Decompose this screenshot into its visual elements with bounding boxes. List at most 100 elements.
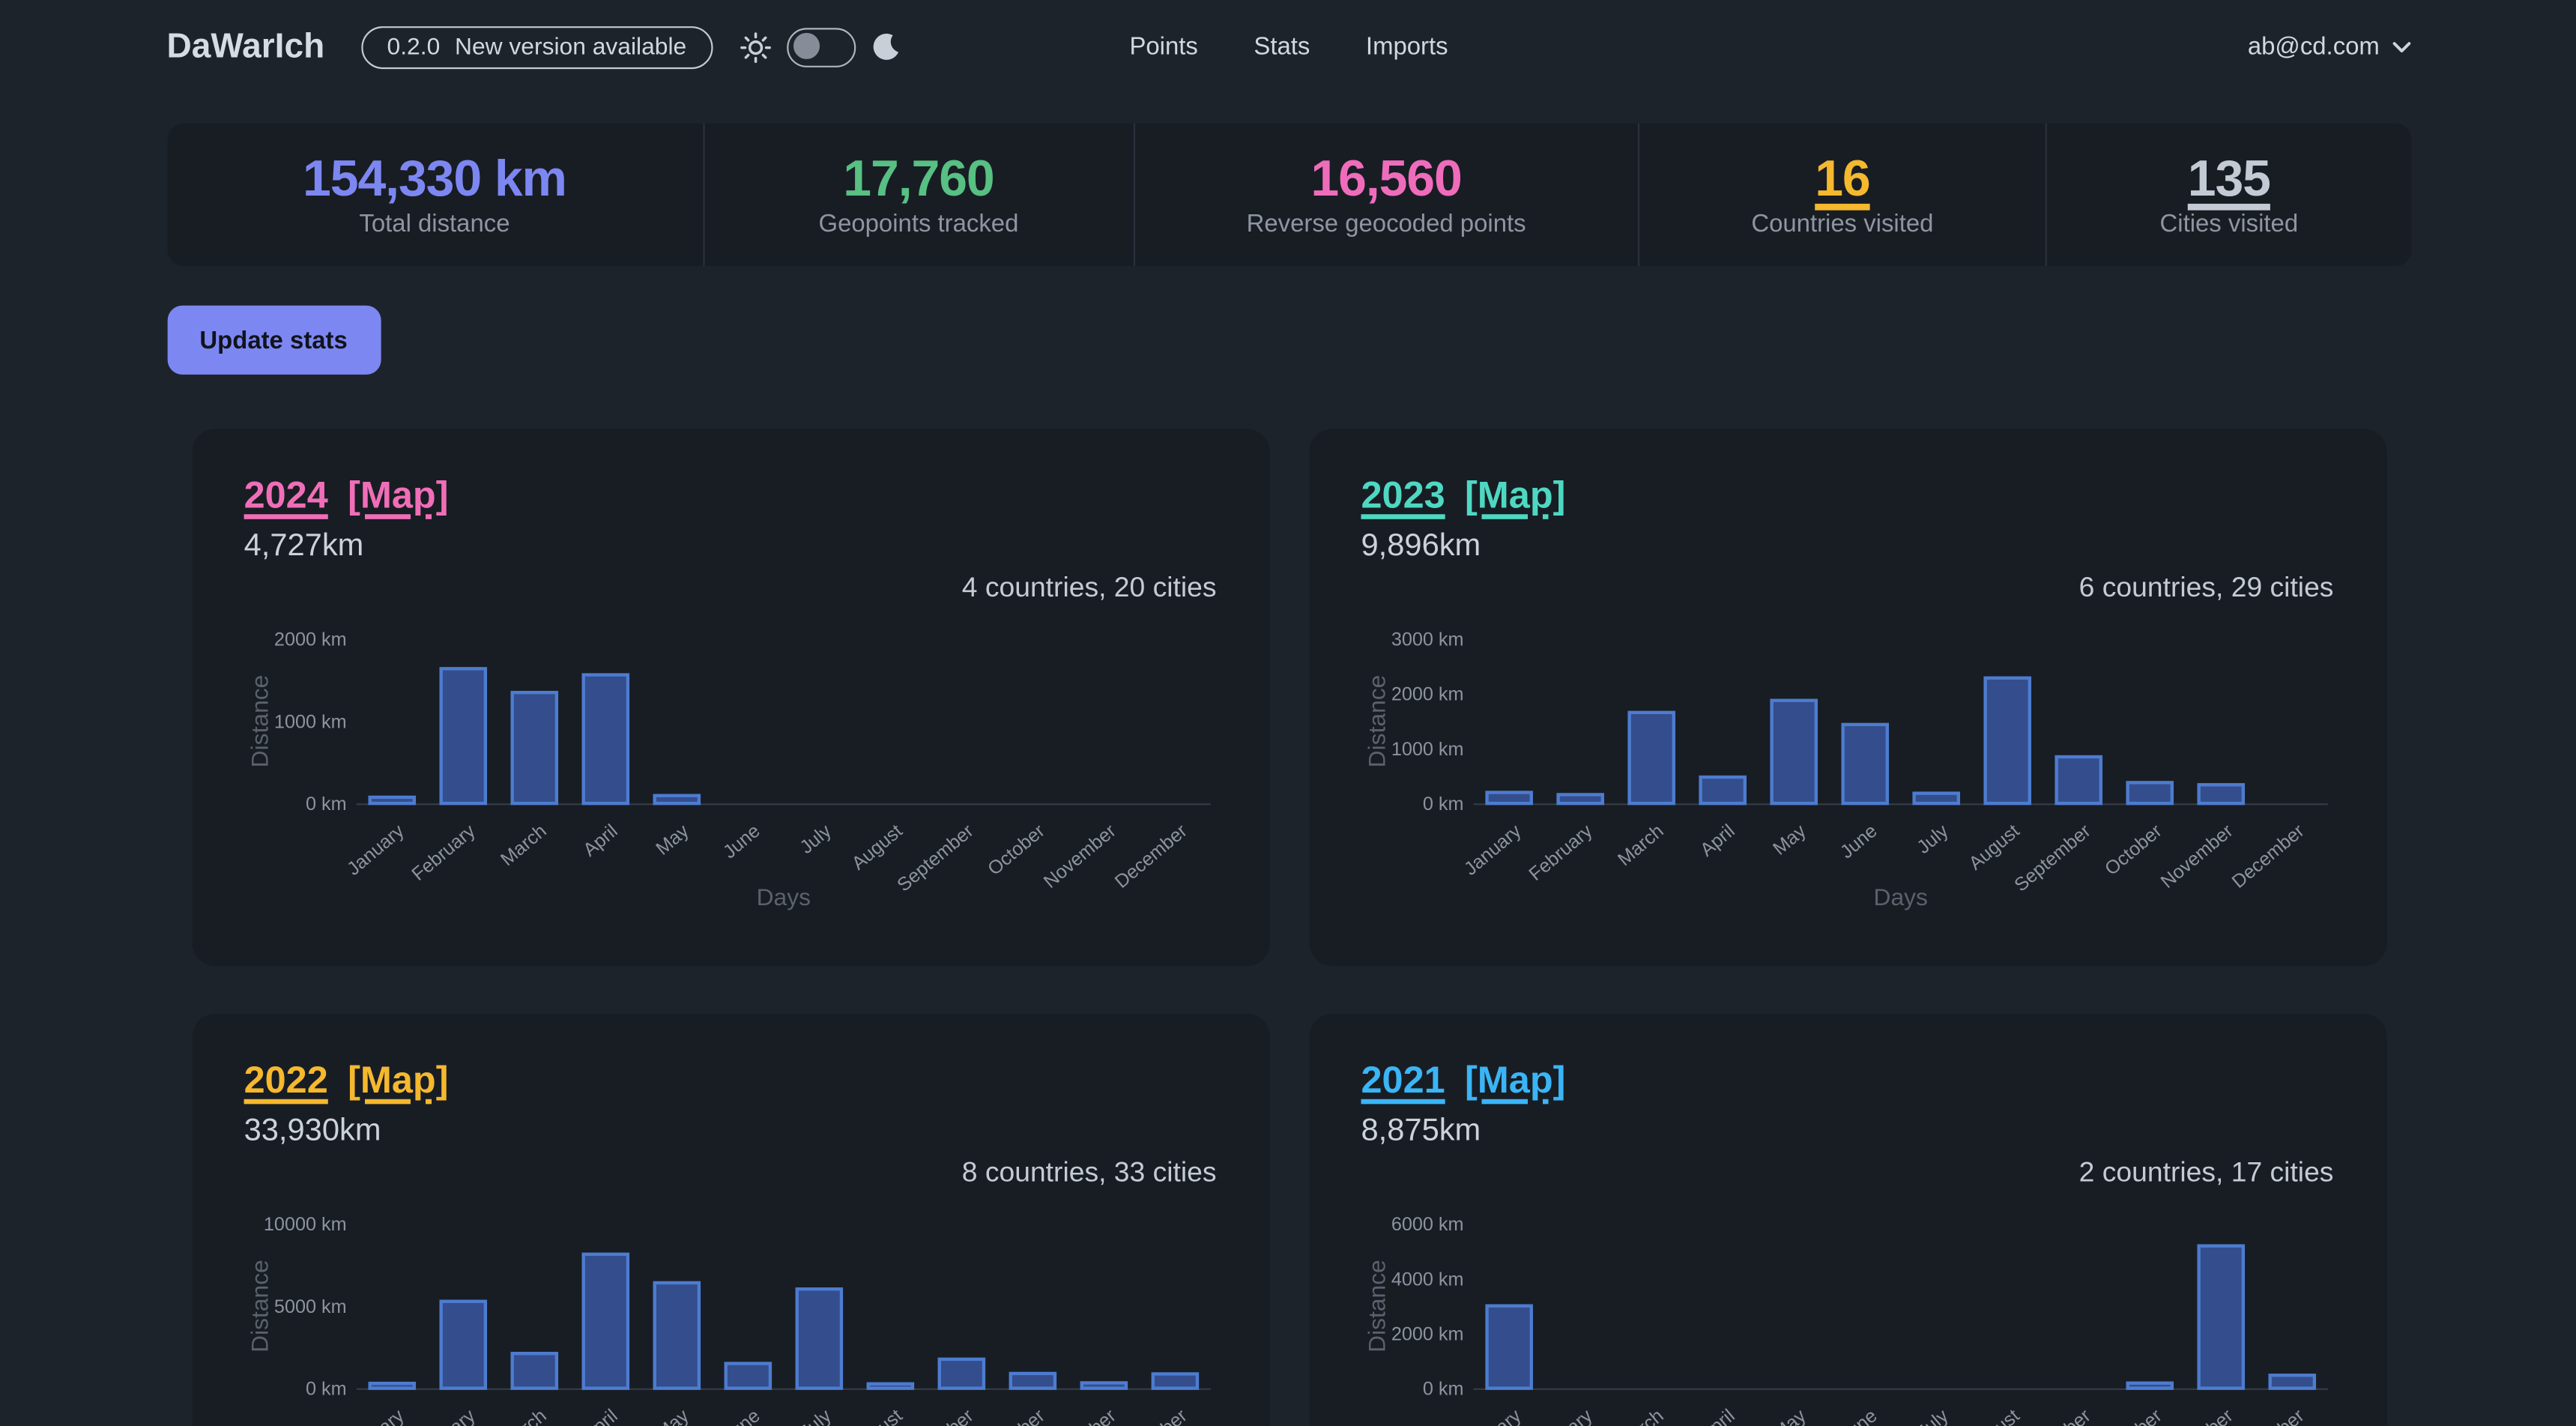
stat-geopoints-value: 17,760 bbox=[843, 148, 994, 207]
theme-controls bbox=[739, 27, 901, 67]
map-link-2021[interactable]: [Map] bbox=[1464, 1057, 1566, 1101]
year-card-2024: 2024 [Map] 4,727km 4 countries, 20 citie… bbox=[191, 429, 1269, 967]
year-summary: 8 countries, 33 cities bbox=[961, 1156, 1217, 1188]
stat-total-distance-value: 154,330 km bbox=[303, 148, 567, 207]
stat-cities-visited: 135 Cities visited bbox=[2046, 123, 2410, 267]
cities-visited-link[interactable]: 135 bbox=[2187, 148, 2271, 207]
year-summary: 2 countries, 17 cities bbox=[2078, 1156, 2334, 1188]
year-distance: 4,727km bbox=[244, 528, 364, 564]
svg-text:0 km: 0 km bbox=[1422, 794, 1463, 815]
year-distance: 9,896km bbox=[1361, 528, 1481, 564]
countries-visited-link[interactable]: 16 bbox=[1815, 148, 1871, 207]
svg-text:Days: Days bbox=[756, 883, 810, 910]
svg-text:May: May bbox=[651, 1405, 692, 1426]
svg-text:2000 km: 2000 km bbox=[273, 629, 346, 650]
year-distance: 8,875km bbox=[1361, 1114, 1481, 1149]
stat-reverse-geocoded: 16,560 Reverse geocoded points bbox=[1133, 123, 1637, 267]
svg-text:3000 km: 3000 km bbox=[1391, 629, 1463, 650]
distance-bar-chart-2021: Distance 0 km 2000 km 4000 km 6000 km January… bbox=[1361, 1194, 2333, 1426]
svg-text:September: September bbox=[892, 821, 976, 896]
svg-text:December: December bbox=[2228, 1405, 2308, 1426]
svg-text:Distance: Distance bbox=[245, 1260, 272, 1353]
top-nav: DaWarIch 0.2.0 New version available bbox=[167, 0, 2411, 94]
year-card-2021: 2021 [Map] 8,875km 2 countries, 17 citie… bbox=[1308, 1013, 2386, 1426]
year-cards-grid: 2024 [Map] 4,727km 4 countries, 20 citie… bbox=[167, 429, 2411, 1426]
svg-text:November: November bbox=[2156, 821, 2236, 892]
distance-bar-chart-2022: Distance 0 km 5000 km 10000 km JanuaryFebrua… bbox=[244, 1194, 1217, 1426]
card-head: 2022 [Map] bbox=[244, 1057, 1217, 1102]
nav-imports[interactable]: Imports bbox=[1365, 32, 1448, 61]
svg-text:January: January bbox=[342, 820, 408, 879]
svg-text:November: November bbox=[1039, 821, 1119, 892]
svg-text:June: June bbox=[1836, 821, 1881, 863]
moon-icon bbox=[871, 31, 902, 63]
svg-text:July: July bbox=[795, 820, 835, 858]
theme-toggle[interactable] bbox=[786, 27, 856, 67]
svg-text:December: December bbox=[1110, 1405, 1191, 1426]
update-stats-button[interactable]: Update stats bbox=[166, 305, 381, 375]
year-distance: 33,930km bbox=[244, 1114, 381, 1149]
svg-text:July: July bbox=[795, 1405, 835, 1426]
map-link-2024[interactable]: [Map] bbox=[348, 473, 449, 516]
svg-text:Days: Days bbox=[1872, 883, 1926, 910]
svg-text:December: December bbox=[1110, 821, 1191, 892]
app-logo[interactable]: DaWarIch bbox=[166, 27, 325, 65]
card-head: 2024 [Map] bbox=[244, 471, 1217, 517]
svg-text:May: May bbox=[651, 820, 692, 859]
main-nav: Points Stats Imports bbox=[1129, 33, 1448, 61]
stat-total-distance: 154,330 km Total distance bbox=[167, 123, 703, 266]
svg-text:0 km: 0 km bbox=[305, 794, 346, 815]
nav-points[interactable]: Points bbox=[1129, 32, 1198, 61]
version-number: 0.2.0 bbox=[387, 33, 441, 61]
year-link-2021[interactable]: 2021 bbox=[1361, 1057, 1445, 1101]
year-link-2023[interactable]: 2023 bbox=[1361, 473, 1445, 516]
svg-text:January: January bbox=[1460, 1405, 1525, 1426]
stats-summary: 154,330 km Total distance 17,760 Geopoin… bbox=[166, 123, 2411, 267]
svg-text:February: February bbox=[1524, 820, 1596, 885]
year-card-2022: 2022 [Map] 33,930km 8 countries, 33 citi… bbox=[191, 1013, 1269, 1426]
svg-text:August: August bbox=[847, 1405, 906, 1426]
svg-text:1000 km: 1000 km bbox=[273, 711, 346, 732]
svg-text:June: June bbox=[719, 821, 764, 863]
svg-text:February: February bbox=[407, 1405, 479, 1426]
svg-text:Distance: Distance bbox=[1362, 1260, 1389, 1353]
stat-countries-visited-label: Countries visited bbox=[1751, 209, 1934, 238]
user-email: ab@cd.com bbox=[2247, 32, 2380, 61]
year-link-2024[interactable]: 2024 bbox=[244, 473, 328, 516]
svg-text:March: March bbox=[1613, 821, 1667, 870]
svg-text:April: April bbox=[578, 821, 621, 861]
svg-text:0 km: 0 km bbox=[1422, 1378, 1463, 1399]
svg-text:April: April bbox=[1696, 1405, 1738, 1426]
map-link-2023[interactable]: [Map] bbox=[1464, 473, 1566, 516]
svg-text:2000 km: 2000 km bbox=[1391, 1323, 1463, 1344]
svg-text:July: July bbox=[1912, 1405, 1952, 1426]
svg-text:October: October bbox=[983, 821, 1048, 880]
version-badge[interactable]: 0.2.0 New version available bbox=[360, 25, 713, 68]
user-menu[interactable]: ab@cd.com bbox=[2248, 33, 2411, 61]
svg-text:September: September bbox=[2010, 821, 2093, 896]
svg-text:May: May bbox=[1768, 1405, 1809, 1426]
year-link-2022[interactable]: 2022 bbox=[244, 1057, 328, 1101]
svg-text:6000 km: 6000 km bbox=[1391, 1214, 1463, 1235]
svg-text:October: October bbox=[2100, 1405, 2165, 1426]
theme-toggle-knob bbox=[793, 32, 820, 59]
svg-text:June: June bbox=[719, 1405, 764, 1426]
svg-text:August: August bbox=[847, 821, 906, 874]
year-summary: 4 countries, 20 cities bbox=[961, 571, 1217, 603]
stat-reverse-geocoded-label: Reverse geocoded points bbox=[1246, 209, 1526, 238]
map-link-2022[interactable]: [Map] bbox=[348, 1057, 449, 1101]
svg-text:Distance: Distance bbox=[245, 675, 272, 768]
svg-text:September: September bbox=[2010, 1405, 2093, 1426]
stat-cities-visited-label: Cities visited bbox=[2159, 209, 2299, 238]
svg-text:5000 km: 5000 km bbox=[273, 1296, 346, 1317]
svg-text:Distance: Distance bbox=[1362, 675, 1389, 768]
nav-stats[interactable]: Stats bbox=[1254, 32, 1310, 61]
svg-text:July: July bbox=[1912, 820, 1952, 858]
distance-bar-chart-2024: Distance 0 km 1000 km 2000 km January Februar… bbox=[244, 609, 1217, 922]
year-card-2023: 2023 [Map] 9,896km 6 countries, 29 citie… bbox=[1308, 429, 2386, 967]
stat-countries-visited: 16 Countries visited bbox=[1637, 123, 2046, 267]
version-label: New version available bbox=[454, 33, 687, 61]
svg-text:4000 km: 4000 km bbox=[1391, 1269, 1463, 1290]
svg-text:October: October bbox=[983, 1405, 1048, 1426]
stat-total-distance-label: Total distance bbox=[359, 209, 510, 238]
